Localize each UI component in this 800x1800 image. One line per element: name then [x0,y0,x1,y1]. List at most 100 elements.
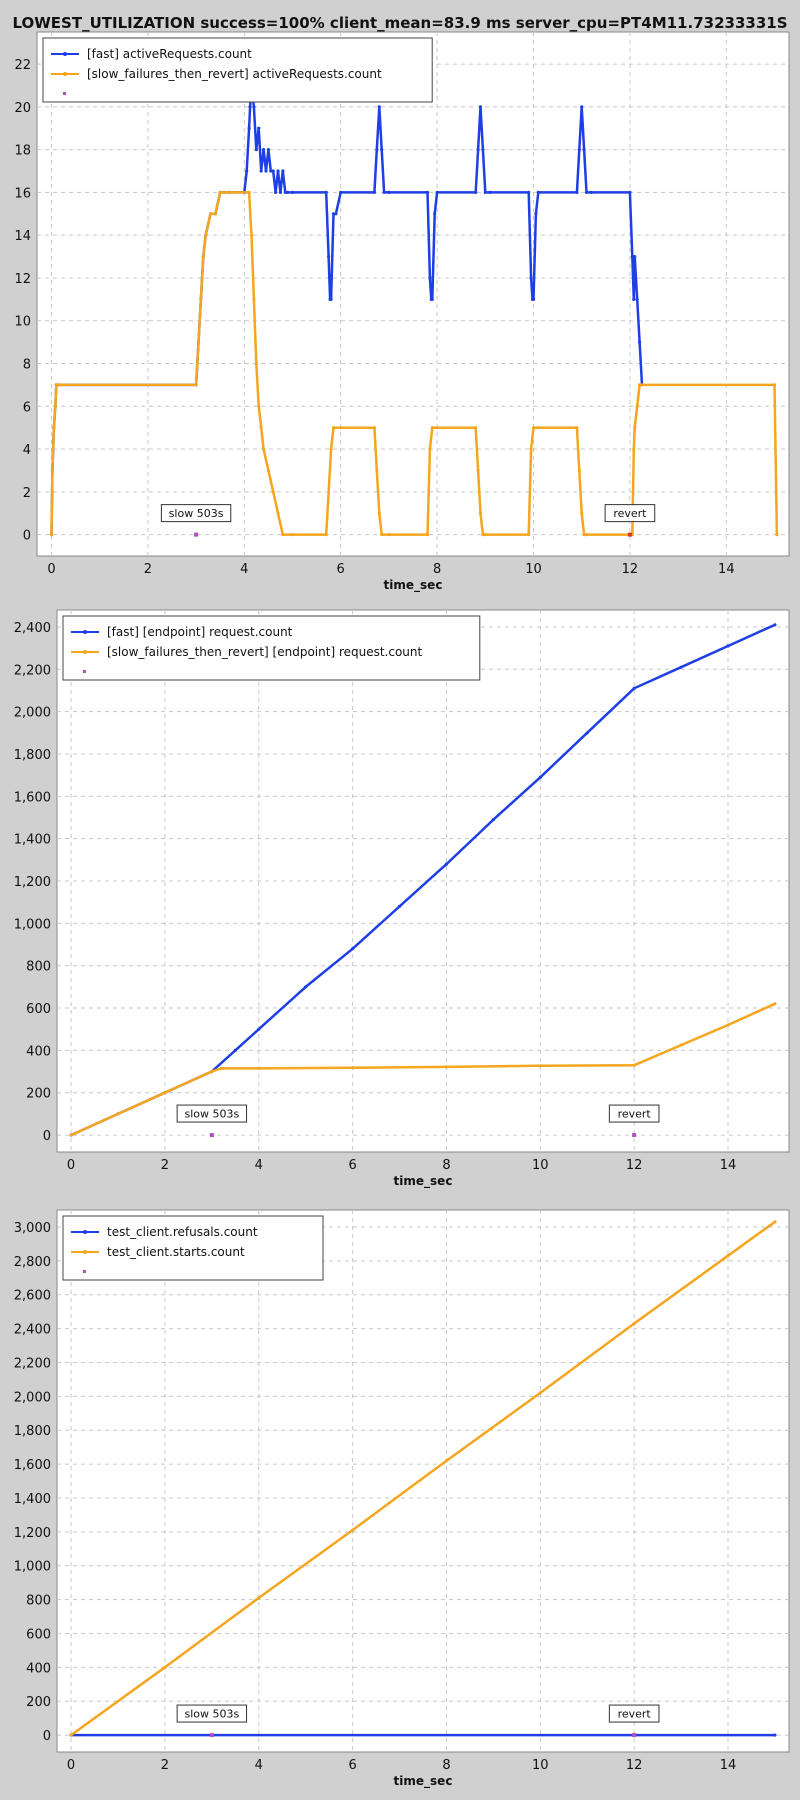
y-tick-label: 1,200 [14,875,51,890]
series-2-point [425,533,430,537]
series-2-point [257,1066,261,1070]
series-2-point [633,426,637,430]
series-2-point [324,533,328,537]
series-1-point [377,105,381,109]
series-1-point [266,148,270,152]
series-2-point [199,297,203,301]
x-tick-label: 4 [255,1758,263,1773]
series-1-point [488,190,492,195]
series-2-point [259,426,263,430]
series-1-point [290,190,295,195]
series-2-point [444,1459,449,1463]
series-1-point [433,212,437,216]
series-2-point [223,190,227,195]
series-1-point [271,169,275,173]
series-1-point [536,190,540,195]
x-tick-label: 10 [525,562,542,577]
y-tick-label: 14 [14,229,31,244]
y-tick-label: 400 [26,1044,51,1059]
series-2-point [635,404,639,408]
series-1-point [327,254,331,259]
chart-title: LOWEST_UTILIZATION success=100% client_m… [12,14,788,32]
series-2-point [584,533,589,537]
legend-label: [slow_failures_then_revert] [endpoint] r… [107,645,423,659]
series-2-point [773,1220,777,1224]
series-2-point [163,1091,167,1095]
series-2-point [580,511,584,515]
series-2-point [163,1665,167,1669]
series-1-point [773,623,777,627]
series-2-point [632,1063,636,1067]
series-1-point [397,904,402,909]
annotation-label: slow 503s [184,1708,239,1721]
legend-swatch-point [83,630,87,634]
y-tick-label: 2,600 [14,1289,51,1304]
legend [62,1215,324,1281]
y-tick-label: 0 [23,529,31,544]
series-1-point [580,105,584,109]
y-tick-label: 2,800 [14,1255,51,1270]
series-2-point [249,233,254,237]
series-1-point [491,818,495,822]
x-tick-label: 0 [47,562,55,577]
series-2-point [54,383,58,387]
series-2-point [53,404,57,408]
x-axis-label: time_sec [394,1774,453,1789]
annotation-label: revert [618,1108,652,1121]
series-1-point [252,105,256,109]
series-1-point [726,644,730,648]
y-tick-label: 0 [43,1129,51,1144]
chart-panel-3: 0 2 4 6 8 10 12 14 0 200 400 600 800 1,000 1,200 1,400 1… [14,1209,790,1789]
x-tick-label: 10 [532,1158,549,1173]
annotation-box [176,1104,248,1123]
x-tick-label: 12 [626,1158,643,1173]
series-2-point [281,533,285,537]
x-tick-label: 10 [532,1758,549,1773]
annotation-marker [209,1733,214,1738]
series-2-point [57,383,61,387]
y-tick-label: 2,000 [14,1390,51,1405]
series-2-point [531,426,536,430]
series-1-point [575,190,579,195]
series-2-point [476,468,480,473]
series-1-point [233,1048,237,1052]
x-tick-label: 2 [161,1758,169,1773]
series-2-point [640,383,644,387]
annotation-box [604,504,656,523]
y-tick-label: 16 [14,186,31,201]
y-tick-label: 12 [14,272,31,287]
y-tick-label: 1,600 [14,1458,51,1473]
series-1-point [589,190,593,195]
series-1-point [331,212,336,216]
series-1-point [334,212,338,216]
series-1-point [425,190,430,195]
y-tick-label: 10 [14,315,31,330]
x-tick-label: 8 [442,1158,450,1173]
x-tick-label: 0 [67,1158,75,1173]
annotation-label: revert [613,507,647,520]
series-1-point [534,212,538,216]
series-2-point [219,1066,223,1070]
series-1-point [633,254,637,259]
series-2-point [210,1069,214,1074]
series-1-point [257,1027,261,1031]
x-tick-label: 2 [144,562,152,577]
series-2-point [775,533,779,537]
y-tick-label: 2,000 [14,706,51,721]
x-tick-label: 14 [718,562,735,577]
series-1-point [286,190,290,195]
series-2-point [50,468,55,473]
chart-panel-2: 0 2 4 6 8 10 12 14 0 200 400 600 800 1,000 1,200 1,400 1… [14,609,790,1189]
y-tick-label: 2 [23,486,31,501]
x-tick-label: 6 [348,1758,356,1773]
series-2-point [444,1065,449,1069]
series-1-point [630,254,634,259]
series-1-point [529,276,533,280]
series-2-point [49,533,54,537]
series-1-point [538,775,542,779]
legend-label: [fast] [endpoint] request.count [107,625,293,639]
series-2-point [632,1321,636,1326]
series-2-point [331,426,336,430]
chart-panel-1: 0 2 4 6 8 10 12 14 0 2 4 6 8 10 12 14 16 18 20 22 time_sec sl… [14,31,790,593]
series-1-point [324,190,328,195]
